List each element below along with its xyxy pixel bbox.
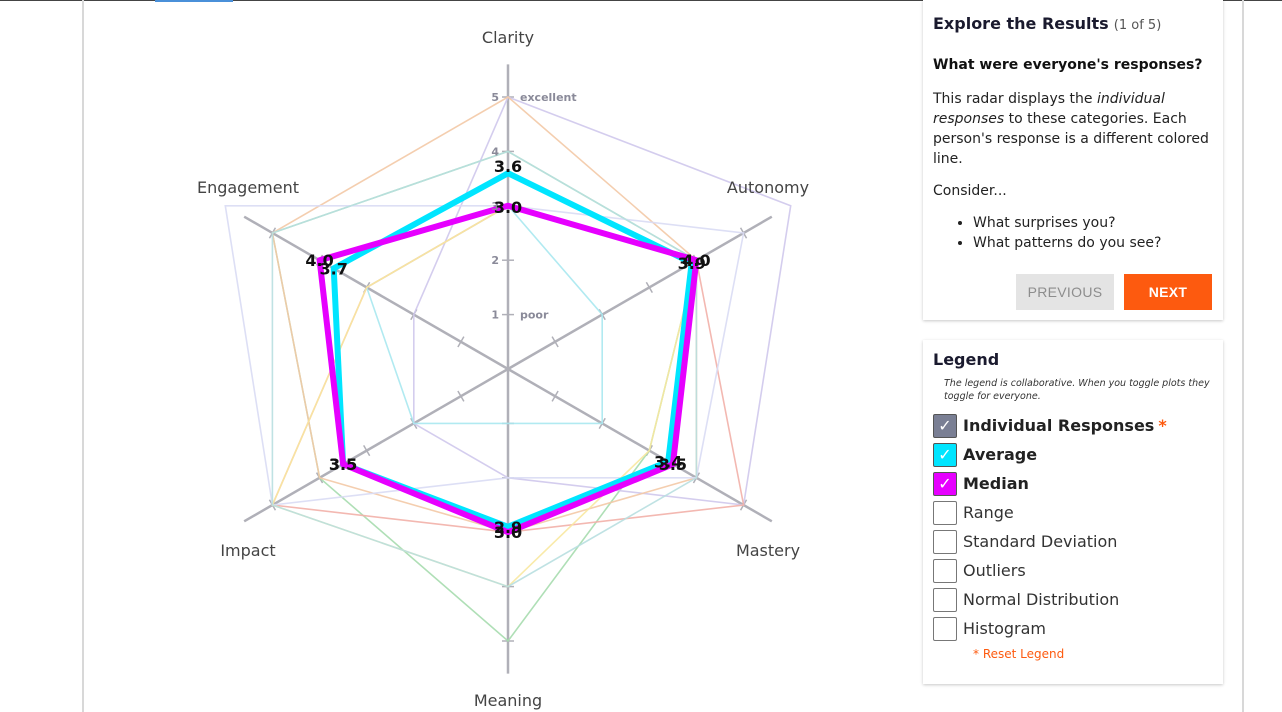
axis-tick [645, 281, 653, 293]
legend-item-median[interactable]: ✓ Median [933, 469, 1213, 498]
radar-axis-line [243, 215, 509, 371]
scale-tick-word: poor [520, 309, 549, 322]
median-layer [316, 202, 700, 536]
explore-description: This radar displays the individual respo… [933, 89, 1213, 169]
legend-item-average[interactable]: ✓ Average [933, 440, 1213, 469]
legend-checkbox[interactable]: ✓ [933, 413, 957, 438]
next-button[interactable]: NEXT [1124, 274, 1212, 310]
legend-checkbox[interactable] [933, 616, 957, 641]
average-value-label: 3.7 [320, 259, 348, 278]
axis-label-engagement: Engagement [197, 178, 299, 197]
legend-checkbox[interactable] [933, 529, 957, 554]
axis-tick [457, 390, 465, 402]
axis-label-impact: Impact [220, 541, 275, 560]
legend-item-normal-distribution[interactable]: Normal Distribution [933, 585, 1213, 614]
individual-response-line [412, 95, 792, 506]
scale-tick-label: 4 [491, 145, 499, 158]
average-value-label: 3.4 [654, 452, 682, 471]
legend-list: ✓ Individual Responses * ✓ Average ✓ Median Ran… [933, 411, 1213, 643]
legend-checkbox[interactable]: ✓ [933, 442, 957, 467]
bullet-item: What surprises you? [973, 213, 1213, 233]
radar-labels: Clarity Autonomy Mastery Meaning Impact Engag… [197, 28, 809, 710]
legend-item-range[interactable]: Range [933, 498, 1213, 527]
axis-label-mastery: Mastery [736, 541, 800, 560]
average-layer [330, 170, 695, 530]
previous-button[interactable]: PREVIOUS [1016, 274, 1114, 310]
radar-axis-line [507, 367, 773, 523]
explore-question: What were everyone's responses? [933, 57, 1203, 73]
explore-title: Explore the Results [933, 14, 1109, 33]
median-value-label: 3.5 [329, 455, 357, 474]
average-value-label: 2.9 [494, 518, 522, 537]
legend-item-label: Normal Distribution [963, 590, 1120, 609]
legend-item-label: Individual Responses [963, 416, 1155, 435]
axis-label-autonomy: Autonomy [727, 178, 809, 197]
scale-tick-label: 5 [491, 91, 499, 104]
reset-legend-link[interactable]: * Reset Legend [973, 647, 1065, 661]
axis-tick [551, 390, 559, 402]
axis-tick [457, 336, 465, 348]
axis-tick [363, 445, 371, 457]
scale-tick-label: 2 [491, 254, 499, 267]
explore-bullets: What surprises you? What patterns do you… [933, 213, 1213, 253]
check-icon: ✓ [938, 474, 952, 493]
legend-checkbox[interactable] [933, 500, 957, 525]
median-value-label: 4.0 [682, 251, 710, 270]
average-line [330, 170, 695, 530]
median-value-label: 3.0 [494, 523, 522, 542]
bullet-item: What patterns do you see? [973, 233, 1213, 253]
legend-item-standard-deviation[interactable]: Standard Deviation [933, 527, 1213, 556]
check-icon: ✓ [938, 416, 952, 435]
axis-label-meaning: Meaning [474, 691, 542, 710]
pager-buttons: PREVIOUS NEXT [1016, 274, 1212, 310]
radar-axes [243, 64, 773, 674]
individual-response-line [224, 205, 745, 506]
legend-item-label: Average [963, 445, 1038, 464]
legend-item-histogram[interactable]: Histogram [933, 614, 1213, 643]
desc-text-start: This radar displays the [933, 91, 1097, 107]
legend-item-individual-responses[interactable]: ✓ Individual Responses * [933, 411, 1213, 440]
radar-axis-line [507, 215, 773, 371]
scale-tick-word: excellent [520, 91, 577, 104]
legend-title: Legend [933, 350, 1000, 369]
explore-page-indicator: (1 of 5) [1113, 18, 1162, 33]
desc-text-end: to these categories. Each person's respo… [933, 111, 1209, 167]
median-value-label: 3.5 [659, 455, 687, 474]
axis-label-clarity: Clarity [482, 28, 534, 47]
average-value-label: 3.6 [494, 157, 522, 176]
legend-item-outliers[interactable]: Outliers [933, 556, 1213, 585]
axis-tick [551, 336, 559, 348]
radar-axis-line [243, 367, 509, 523]
legend-item-label: Histogram [963, 619, 1046, 638]
legend-item-label: Standard Deviation [963, 532, 1118, 551]
top-rule [0, 0, 1282, 1]
legend-card: Legend The legend is collaborative. When… [923, 340, 1223, 684]
explore-consider: Consider... [933, 183, 1007, 199]
required-asterisk: * [1158, 416, 1167, 435]
median-value-label: 3.0 [494, 198, 522, 217]
explore-heading: Explore the Results (1 of 5) [933, 14, 1213, 33]
legend-checkbox[interactable] [933, 558, 957, 583]
legend-item-label: Range [963, 503, 1014, 522]
radar-chart: Clarity Autonomy Mastery Meaning Impact Engag… [197, 28, 809, 710]
legend-item-label: Median [963, 474, 1029, 493]
content-frame [82, 0, 1244, 712]
legend-checkbox[interactable]: ✓ [933, 471, 957, 496]
check-icon: ✓ [938, 445, 952, 464]
scale-tick-label: 3 [491, 200, 499, 213]
desc-emphasis: individual responses [933, 91, 1165, 127]
legend-note: The legend is collaborative. When you to… [944, 378, 1210, 402]
median-line [316, 202, 700, 536]
scale-tick-label: 1 [491, 309, 499, 322]
legend-item-label: Outliers [963, 561, 1026, 580]
legend-checkbox[interactable] [933, 587, 957, 612]
active-tab-indicator [155, 0, 233, 2]
average-value-label: 3.5 [329, 455, 357, 474]
explore-results-card: Explore the Results (1 of 5) What were e… [923, 0, 1223, 320]
median-value-label: 4.0 [305, 251, 333, 270]
average-value-label: 3.9 [678, 254, 706, 273]
